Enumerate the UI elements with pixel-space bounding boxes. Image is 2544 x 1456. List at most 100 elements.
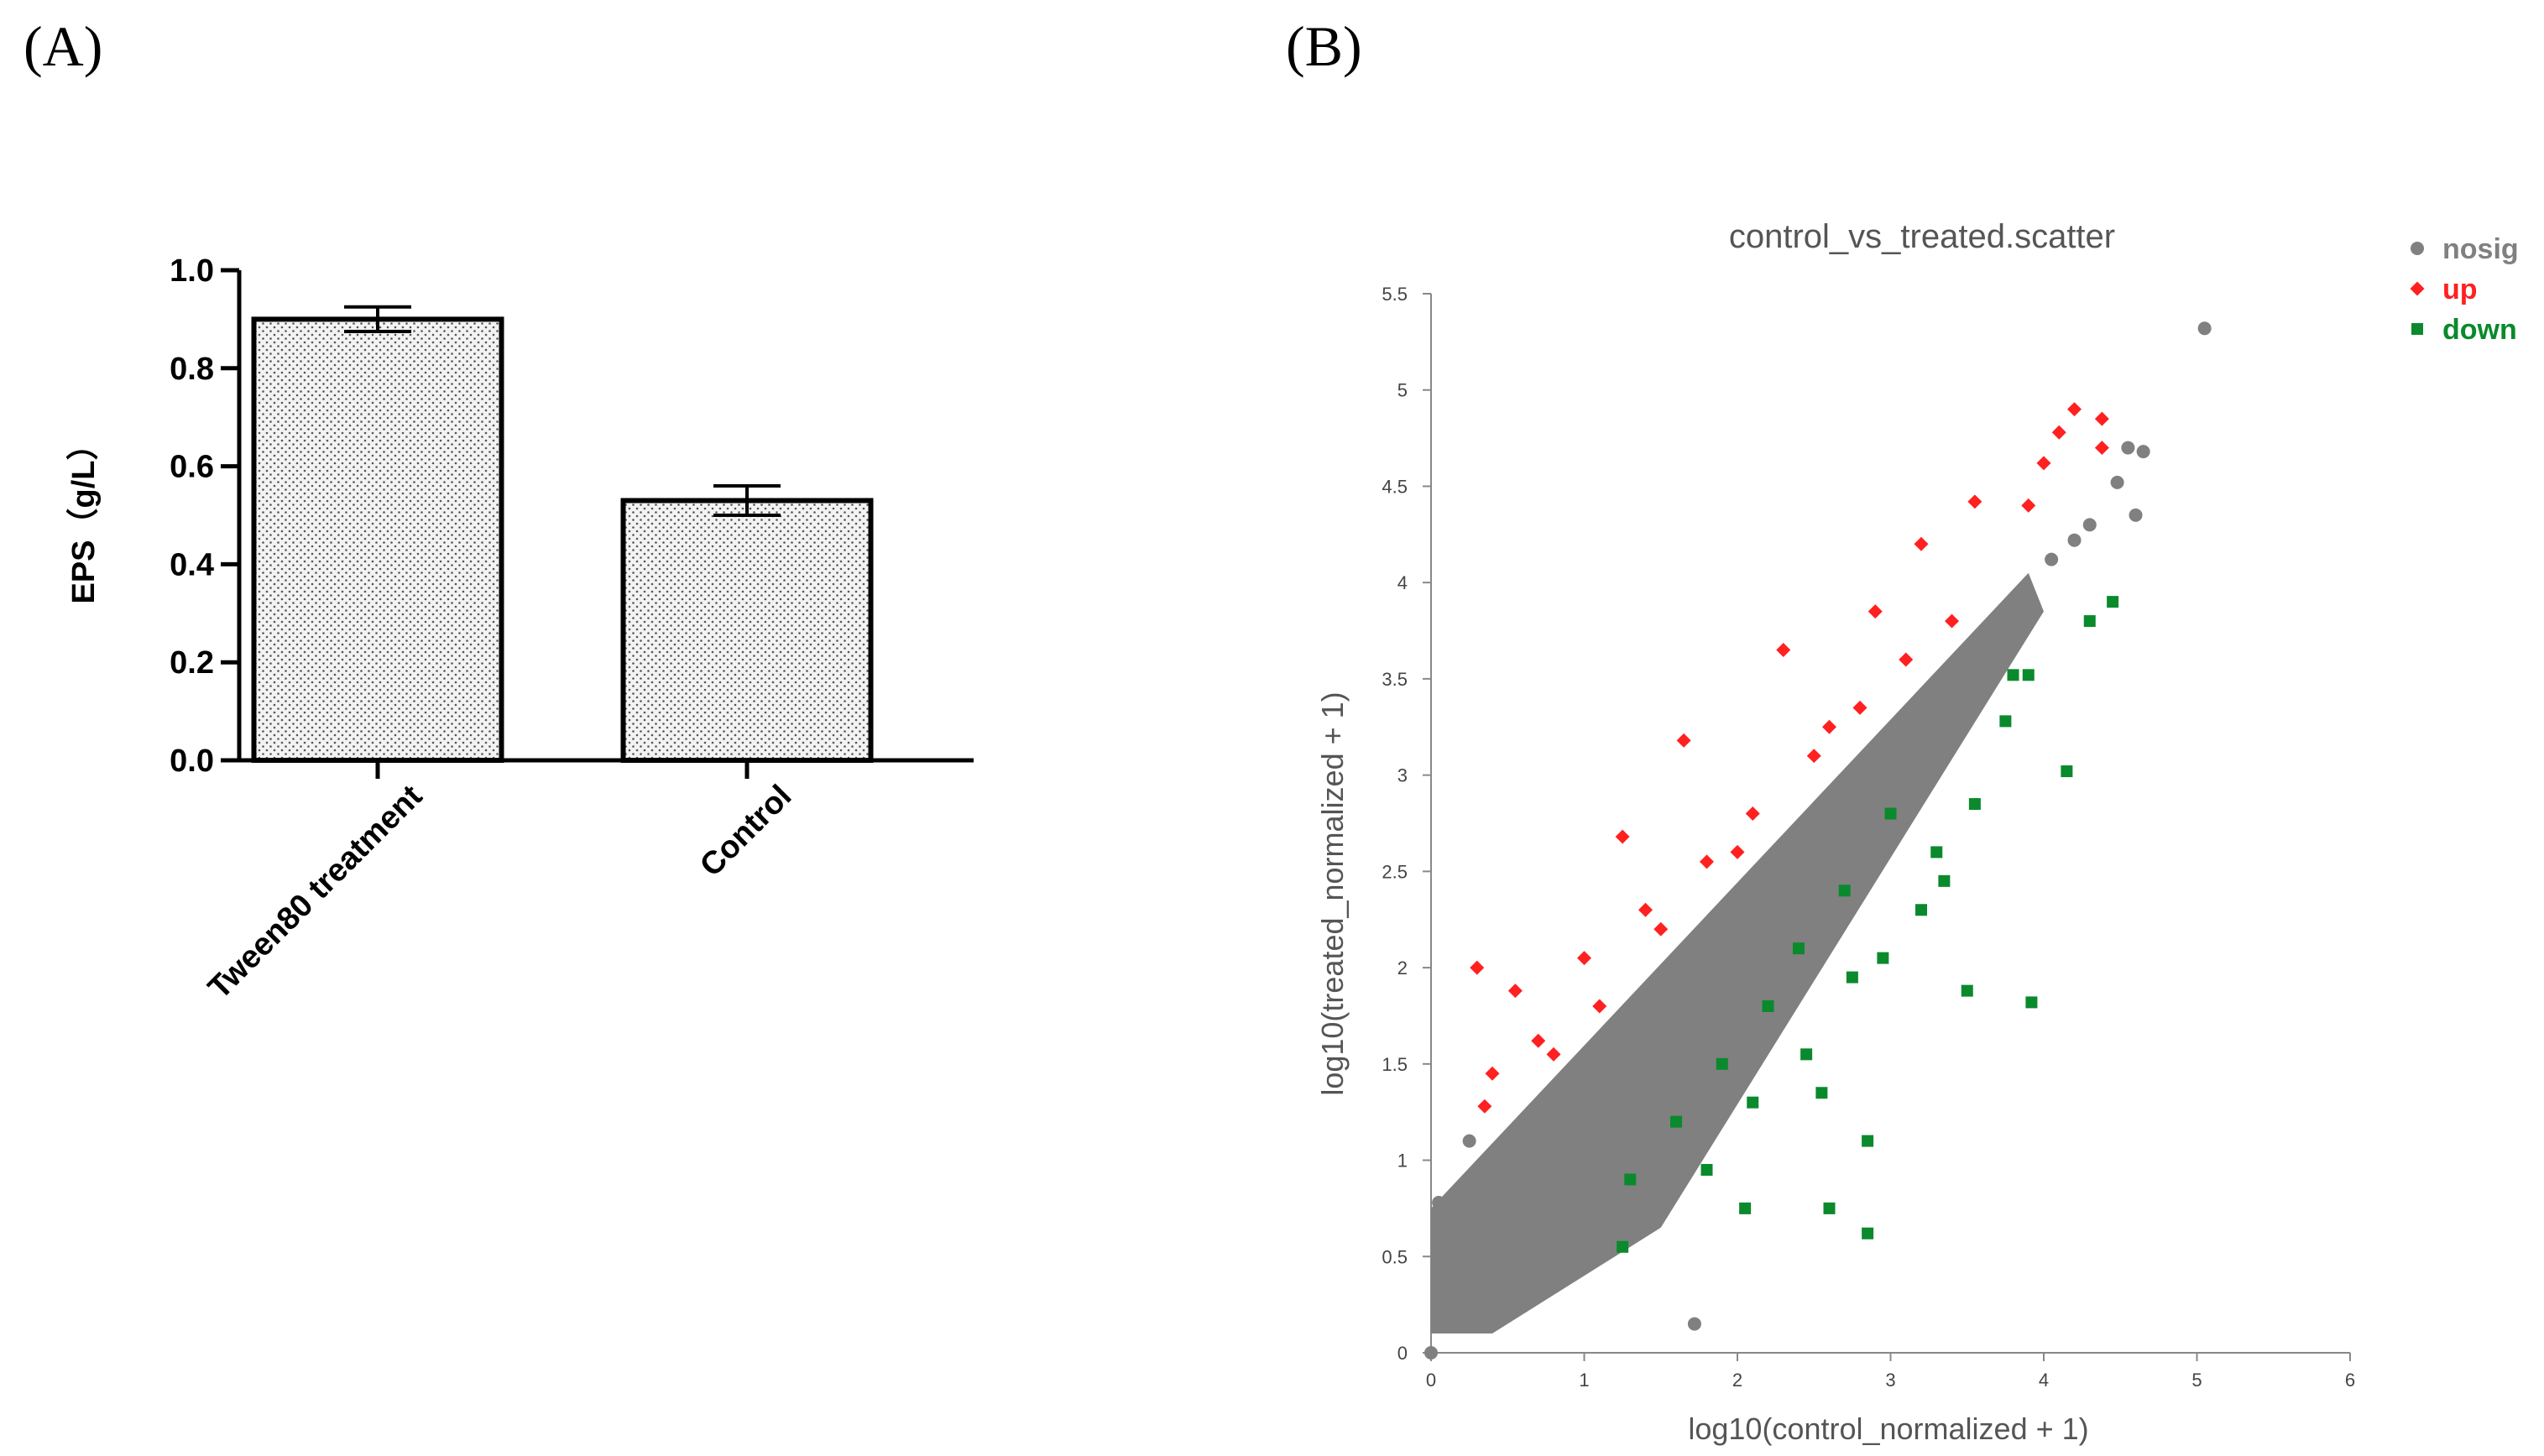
scatter-y-tick-label: 5 [1397, 380, 1408, 401]
down-point [1762, 999, 1774, 1012]
down-point [1862, 1135, 1874, 1147]
up-point [1470, 960, 1485, 975]
up-point [1945, 613, 1959, 629]
up-point [2051, 425, 2066, 440]
down-point [2061, 765, 2073, 778]
down-point [1617, 1240, 1629, 1253]
up-point [1899, 652, 1914, 667]
up-point [1485, 1066, 1500, 1081]
nosig-point [2045, 552, 2059, 566]
down-point [1823, 1202, 1836, 1214]
up-point [1822, 719, 1836, 734]
bar-y-axis-label: EPS（g/L） [66, 428, 102, 603]
down-point [1716, 1057, 1728, 1070]
down-point [1862, 1227, 1874, 1239]
down-point [1747, 1096, 1759, 1109]
scatter-x-tick-label: 3 [1885, 1370, 1895, 1391]
nosig-point [2121, 441, 2135, 455]
up-point [2036, 456, 2051, 471]
bar [251, 316, 504, 763]
up-point [1806, 749, 1821, 764]
scatter-x-tick-label: 2 [1732, 1370, 1742, 1391]
down-point [1700, 1164, 1713, 1177]
nosig-point [2110, 475, 2124, 489]
up-point [1967, 494, 1982, 509]
scatter-y-tick-label: 0.5 [1382, 1246, 1408, 1267]
up-point [1638, 902, 1653, 917]
down-point [1624, 1173, 1637, 1186]
up-point [1745, 806, 1760, 822]
legend-label-up: up [2442, 274, 2478, 305]
nosig-point [2197, 321, 2212, 336]
down-point [1938, 874, 1951, 887]
scatter-y-tick-label: 1.5 [1382, 1054, 1408, 1075]
nosig-point [1432, 1196, 1446, 1210]
scatter-x-tick-label: 4 [2039, 1370, 2049, 1391]
up-point [1546, 1046, 1561, 1062]
up-point [1653, 921, 1669, 937]
down-point [2107, 596, 2119, 608]
nosig-point [2136, 445, 2150, 459]
panel-b-label: (B) [1286, 14, 1362, 78]
legend-label-down: down [2442, 314, 2517, 346]
down-point [1846, 971, 1858, 984]
up-point [2021, 498, 2036, 513]
scatter-x-tick-label: 5 [2191, 1370, 2202, 1391]
down-point [1793, 942, 1805, 955]
scatter-y-tick-label: 4.5 [1382, 476, 1408, 497]
panel-a-label: (A) [24, 14, 102, 78]
down-point [1968, 798, 1981, 811]
nosig-point [1424, 1346, 1438, 1359]
down-point [2025, 996, 2038, 1009]
legend-marker-down [2411, 323, 2423, 335]
nosig-point [2067, 533, 2082, 547]
bar-category-label: Control [693, 779, 798, 884]
down-point [2022, 669, 2035, 681]
up-point [1914, 536, 1929, 551]
scatter-legend: nosig up down [2410, 233, 2519, 346]
up-point [1776, 643, 1791, 657]
nosig-point [1439, 1239, 1454, 1254]
up-point [2094, 411, 2109, 426]
up-point [1477, 1099, 1492, 1114]
scatter-y-tick-label: 3 [1397, 765, 1408, 786]
nosig-point [1687, 1317, 1701, 1331]
down-point [1800, 1048, 1813, 1061]
legend-label-nosig: nosig [2442, 233, 2519, 265]
down-point [2083, 615, 2096, 628]
bar [620, 498, 874, 763]
up-point [1531, 1033, 1546, 1048]
nosig-point [1516, 1114, 1530, 1129]
down-point [2007, 669, 2019, 681]
scatter-x-tick-label: 6 [2345, 1370, 2355, 1391]
scatter-x-axis-label: log10(control_normalized + 1) [1688, 1412, 2088, 1446]
scatter-y-tick-label: 5.5 [1382, 284, 1408, 305]
down-point [1930, 846, 1943, 858]
bar-y-tick-label: 0.8 [170, 352, 214, 387]
down-point [1670, 1115, 1682, 1128]
bar-chart: EPS（g/L） 0.0 0.2 0.4 0.6 0.8 1.0 Tween80 treat… [66, 253, 974, 1006]
down-point [1884, 807, 1897, 820]
nosig-point [1470, 1163, 1484, 1177]
legend-marker-up [2410, 281, 2425, 296]
scatter-y-tick-label: 4 [1397, 572, 1408, 593]
down-point [1961, 984, 1973, 997]
up-point [1577, 951, 1591, 966]
down-point [1739, 1202, 1752, 1214]
nosig-density-band [1431, 572, 2044, 1334]
up-point [2094, 441, 2109, 456]
nosig-point [2129, 508, 2143, 522]
nosig-point [2021, 585, 2035, 599]
up-point [1730, 844, 1745, 859]
nosig-point [1991, 618, 2005, 632]
scatter-chart: control_vs_treated.scatter log10(control… [1315, 218, 2355, 1446]
up-point [2067, 402, 2082, 417]
down-point [1915, 904, 1927, 916]
scatter-x-tick-label: 0 [1426, 1370, 1436, 1391]
down-point [1877, 952, 1889, 964]
up-point [1700, 854, 1714, 869]
down-point [1815, 1087, 1828, 1099]
up-point [1592, 999, 1607, 1014]
bar-y-tick-label: 0.2 [170, 645, 214, 681]
